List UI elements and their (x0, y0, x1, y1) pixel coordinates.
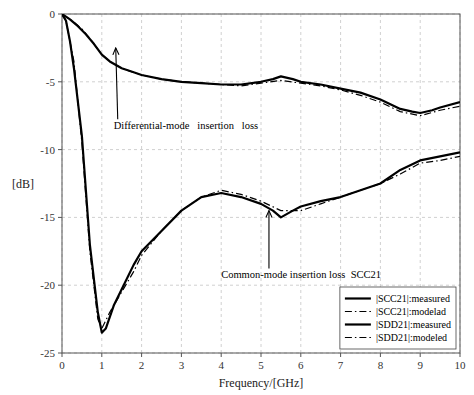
legend-item: |SDD21|:measured (345, 319, 451, 330)
legend-swatch (345, 323, 371, 325)
y-tick-label: -15 (40, 211, 55, 223)
x-tick-label: 8 (378, 359, 384, 371)
y-grid-line (62, 217, 460, 218)
annotations: Differential-mode insertion loss Common-m… (114, 48, 381, 281)
x-tick-label: 10 (455, 359, 467, 371)
x-tick (300, 353, 301, 357)
annotation-text: Common-mode insertion loss SCC21 (221, 269, 381, 280)
x-tick (62, 353, 63, 357)
x-tick (181, 353, 182, 357)
y-tick-label: -5 (46, 76, 56, 88)
annotation-text: Differential-mode insertion loss (114, 120, 258, 131)
plot-frame (62, 14, 460, 353)
x-axis-label: Frequency/[GHz] (219, 376, 304, 390)
x-tick-label: 7 (338, 359, 344, 371)
series-line (62, 14, 460, 333)
x-tick (340, 353, 341, 357)
x-tick-label: 1 (99, 359, 105, 371)
y-tick (58, 149, 62, 150)
legend-label: |SCC21|:measured (376, 293, 450, 304)
legend-swatch (345, 311, 371, 312)
y-tick (58, 285, 62, 286)
y-axis-label: [dB] (12, 177, 34, 191)
grid (62, 14, 460, 353)
legend-label: |SCC21|:modelad (376, 306, 446, 317)
x-tick-label: 4 (218, 359, 224, 371)
legend-box (340, 287, 456, 349)
legend-item: |SCC21|:measured (345, 293, 450, 304)
y-tick (58, 217, 62, 218)
x-tick (141, 353, 142, 357)
y-tick (58, 353, 62, 354)
annotation-arrow (268, 211, 269, 269)
x-grid-line (101, 14, 102, 353)
x-tick (380, 353, 381, 357)
legend-item: |SCC21|:modelad (345, 306, 446, 317)
y-tick (58, 14, 62, 15)
x-grid-line (181, 14, 182, 353)
series-line (62, 15, 460, 113)
lines (62, 14, 460, 333)
legend-item: |SDD21|:modeled (345, 332, 447, 343)
x-tick (221, 353, 222, 357)
x-tick-label: 2 (139, 359, 145, 371)
legend-swatch (345, 337, 371, 338)
x-tick (420, 353, 421, 357)
x-tick-label: 3 (179, 359, 185, 371)
x-grid-line (221, 14, 222, 353)
y-tick (58, 81, 62, 82)
series-line (62, 15, 460, 116)
x-tick-label: 9 (417, 359, 423, 371)
y-tick-label: -25 (40, 347, 55, 359)
x-tick-label: 0 (59, 359, 65, 371)
legend-label: |SDD21|:modeled (376, 332, 447, 343)
legend: |SCC21|:measured |SCC21|:modelad |SDD21|:m… (340, 287, 456, 349)
x-tick-label: 5 (258, 359, 264, 371)
y-tick-label: -20 (40, 279, 55, 291)
chart: 0 1 2 3 4 5 6 7 8 9 10 0 -5 -10 -15 -20 -25 Frequency/[GH… (0, 0, 474, 395)
x-tick (261, 353, 262, 357)
x-tick-label: 6 (298, 359, 304, 371)
y-tick-label: 0 (50, 8, 56, 20)
y-tick-label: -10 (40, 144, 55, 156)
x-grid-line (300, 14, 301, 353)
y-grid-line (62, 285, 460, 286)
x-grid-line (261, 14, 262, 353)
legend-swatch (345, 297, 371, 299)
y-grid-line (62, 149, 460, 150)
legend-label: |SDD21|:measured (376, 319, 451, 330)
series-line (62, 14, 460, 329)
x-grid-line (141, 14, 142, 353)
axes: 0 1 2 3 4 5 6 7 8 9 10 0 -5 -10 -15 -20 -25 Frequency/[GH… (12, 8, 466, 390)
x-tick (101, 353, 102, 357)
annotation-arrow (116, 48, 118, 119)
x-tick (460, 353, 461, 357)
